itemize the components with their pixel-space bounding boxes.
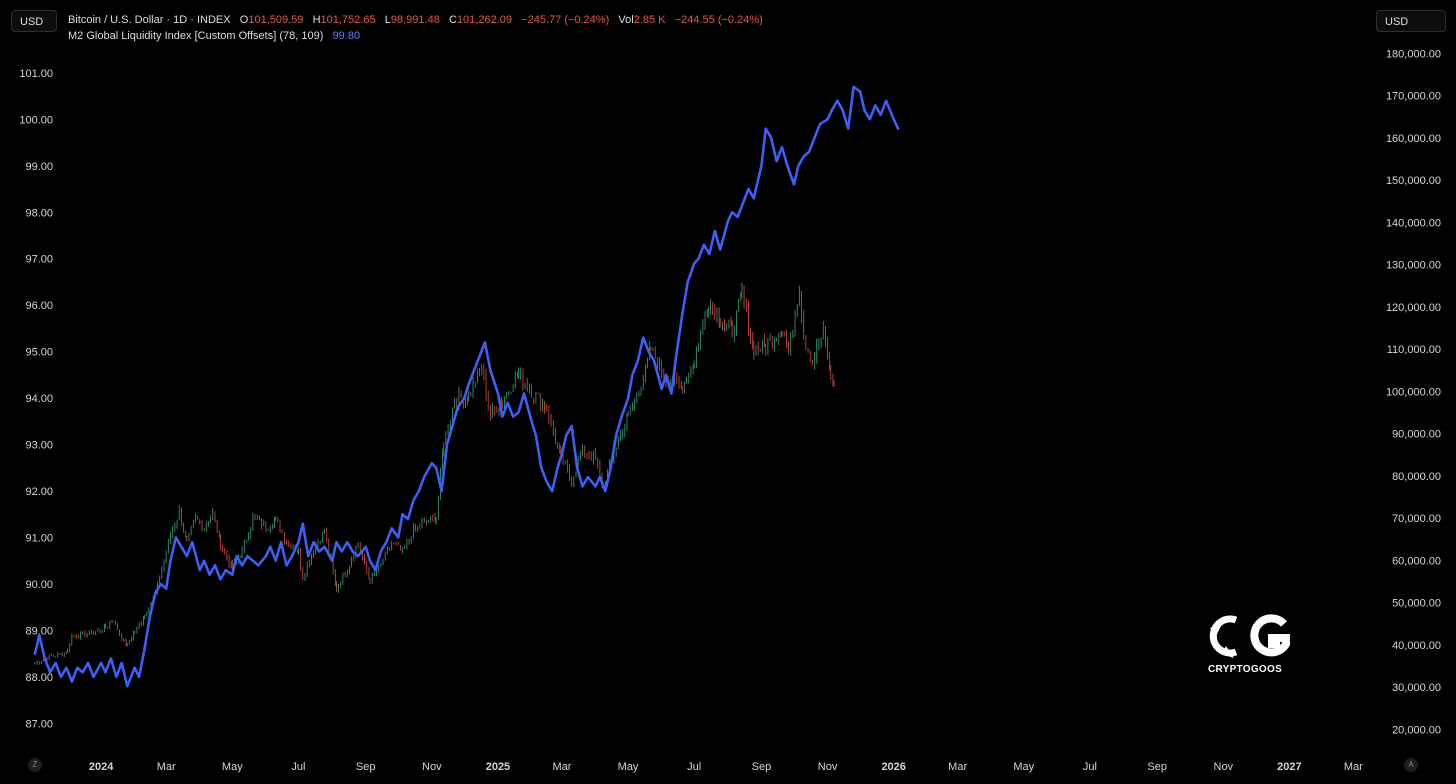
right-tick-label: 40,000.00 (1392, 640, 1441, 652)
left-tick-label: 100.00 (19, 114, 53, 126)
btc-legend: Bitcoin / U.S. Dollar · 1D · INDEX O101,… (68, 14, 763, 26)
left-tick-label: 87.00 (25, 718, 53, 730)
open-label: O (239, 14, 249, 26)
low-label: L (384, 14, 391, 26)
close-label: C (448, 14, 457, 26)
btc-candles (34, 282, 835, 665)
open-value: 101,509.59 (248, 14, 304, 26)
m2-value: 99.80 (332, 30, 361, 42)
currency-button-left[interactable]: USD (11, 10, 57, 32)
time-tick-label: Sep (752, 761, 772, 773)
left-tick-label: 88.00 (25, 672, 53, 684)
right-tick-label: 180,000.00 (1386, 48, 1441, 60)
time-tick-label: 2025 (486, 761, 510, 773)
high-label: H (312, 14, 321, 26)
time-tick-label: Mar (157, 761, 176, 773)
volume-value: 2.85 K (633, 14, 666, 26)
time-tick-label: May (222, 761, 243, 773)
left-tick-label: 94.00 (25, 393, 53, 405)
left-tick-label: 95.00 (25, 347, 53, 359)
time-tick-label: Mar (1344, 761, 1363, 773)
right-tick-label: 160,000.00 (1386, 133, 1441, 145)
left-tick-label: 101.00 (19, 68, 53, 80)
time-tick-label: May (1013, 761, 1034, 773)
time-tick-label: 2027 (1277, 761, 1301, 773)
time-tick-label: Jul (291, 761, 305, 773)
high-value: 101,752.65 (320, 14, 376, 26)
m2-legend: M2 Global Liquidity Index [Custom Offset… (68, 30, 360, 42)
time-tick-label: Mar (552, 761, 571, 773)
volume-change: −244.55 (−0.24%) (674, 14, 763, 26)
time-tick-label: Nov (422, 761, 442, 773)
right-tick-label: 60,000.00 (1392, 555, 1441, 567)
right-tick-label: 20,000.00 (1392, 724, 1441, 736)
left-tick-label: 91.00 (25, 533, 53, 545)
time-tick-label: Sep (1147, 761, 1167, 773)
volume-label: Vol (618, 14, 634, 26)
right-tick-label: 70,000.00 (1392, 513, 1441, 525)
time-tick-label: Nov (818, 761, 838, 773)
right-tick-label: 170,000.00 (1386, 91, 1441, 103)
time-tick-label: Jul (1083, 761, 1097, 773)
cryptogoos-logo-icon (1209, 614, 1290, 658)
left-tick-label: 99.00 (25, 161, 53, 173)
zoom-icon[interactable]: Z (28, 758, 42, 772)
time-tick-label: Nov (1214, 761, 1234, 773)
m2-series-name[interactable]: M2 Global Liquidity Index [Custom Offset… (68, 30, 324, 42)
time-tick-label: May (618, 761, 639, 773)
right-tick-label: 120,000.00 (1386, 302, 1441, 314)
price-change: −245.77 (−0.24%) (521, 14, 610, 26)
currency-button-right[interactable]: USD (1376, 10, 1446, 32)
right-tick-label: 30,000.00 (1392, 682, 1441, 694)
right-price-axis[interactable]: 180,000.00 170,000.00 160,000.00 150,000.00… (1386, 48, 1441, 736)
time-tick-label: Mar (948, 761, 967, 773)
time-tick-label: Sep (356, 761, 376, 773)
btc-series-name[interactable]: Bitcoin / U.S. Dollar · 1D · INDEX (68, 14, 231, 26)
left-tick-label: 96.00 (25, 300, 53, 312)
time-axis[interactable]: 2024 Mar May Jul Sep Nov 2025 Mar May Jul Sep Nov 20… (89, 761, 1363, 773)
right-tick-label: 150,000.00 (1386, 175, 1441, 187)
left-tick-label: 89.00 (25, 625, 53, 637)
close-value: 101,262.09 (456, 14, 512, 26)
left-price-axis[interactable]: 101.00 100.00 99.00 98.00 97.00 96.00 95.00 94.… (19, 68, 53, 731)
auto-scale-icon[interactable]: A (1404, 758, 1418, 772)
left-tick-label: 90.00 (25, 579, 53, 591)
right-tick-label: 140,000.00 (1386, 217, 1441, 229)
left-tick-label: 92.00 (25, 486, 53, 498)
m2-liquidity-line (33, 85, 900, 688)
low-value: 98,991.48 (390, 14, 440, 26)
time-tick-label: Jul (687, 761, 701, 773)
right-tick-label: 50,000.00 (1392, 598, 1441, 610)
right-tick-label: 110,000.00 (1387, 344, 1441, 356)
right-tick-label: 90,000.00 (1392, 429, 1441, 441)
left-tick-label: 97.00 (25, 254, 53, 266)
watermark-text: CRYPTOGOOS (1207, 664, 1283, 675)
time-tick-label: 2024 (89, 761, 114, 773)
right-tick-label: 100,000.00 (1386, 386, 1441, 398)
time-tick-label: 2026 (881, 761, 905, 773)
left-tick-label: 93.00 (25, 440, 53, 452)
right-tick-label: 130,000.00 (1386, 260, 1441, 272)
left-tick-label: 98.00 (25, 207, 53, 219)
right-tick-label: 80,000.00 (1392, 471, 1441, 483)
